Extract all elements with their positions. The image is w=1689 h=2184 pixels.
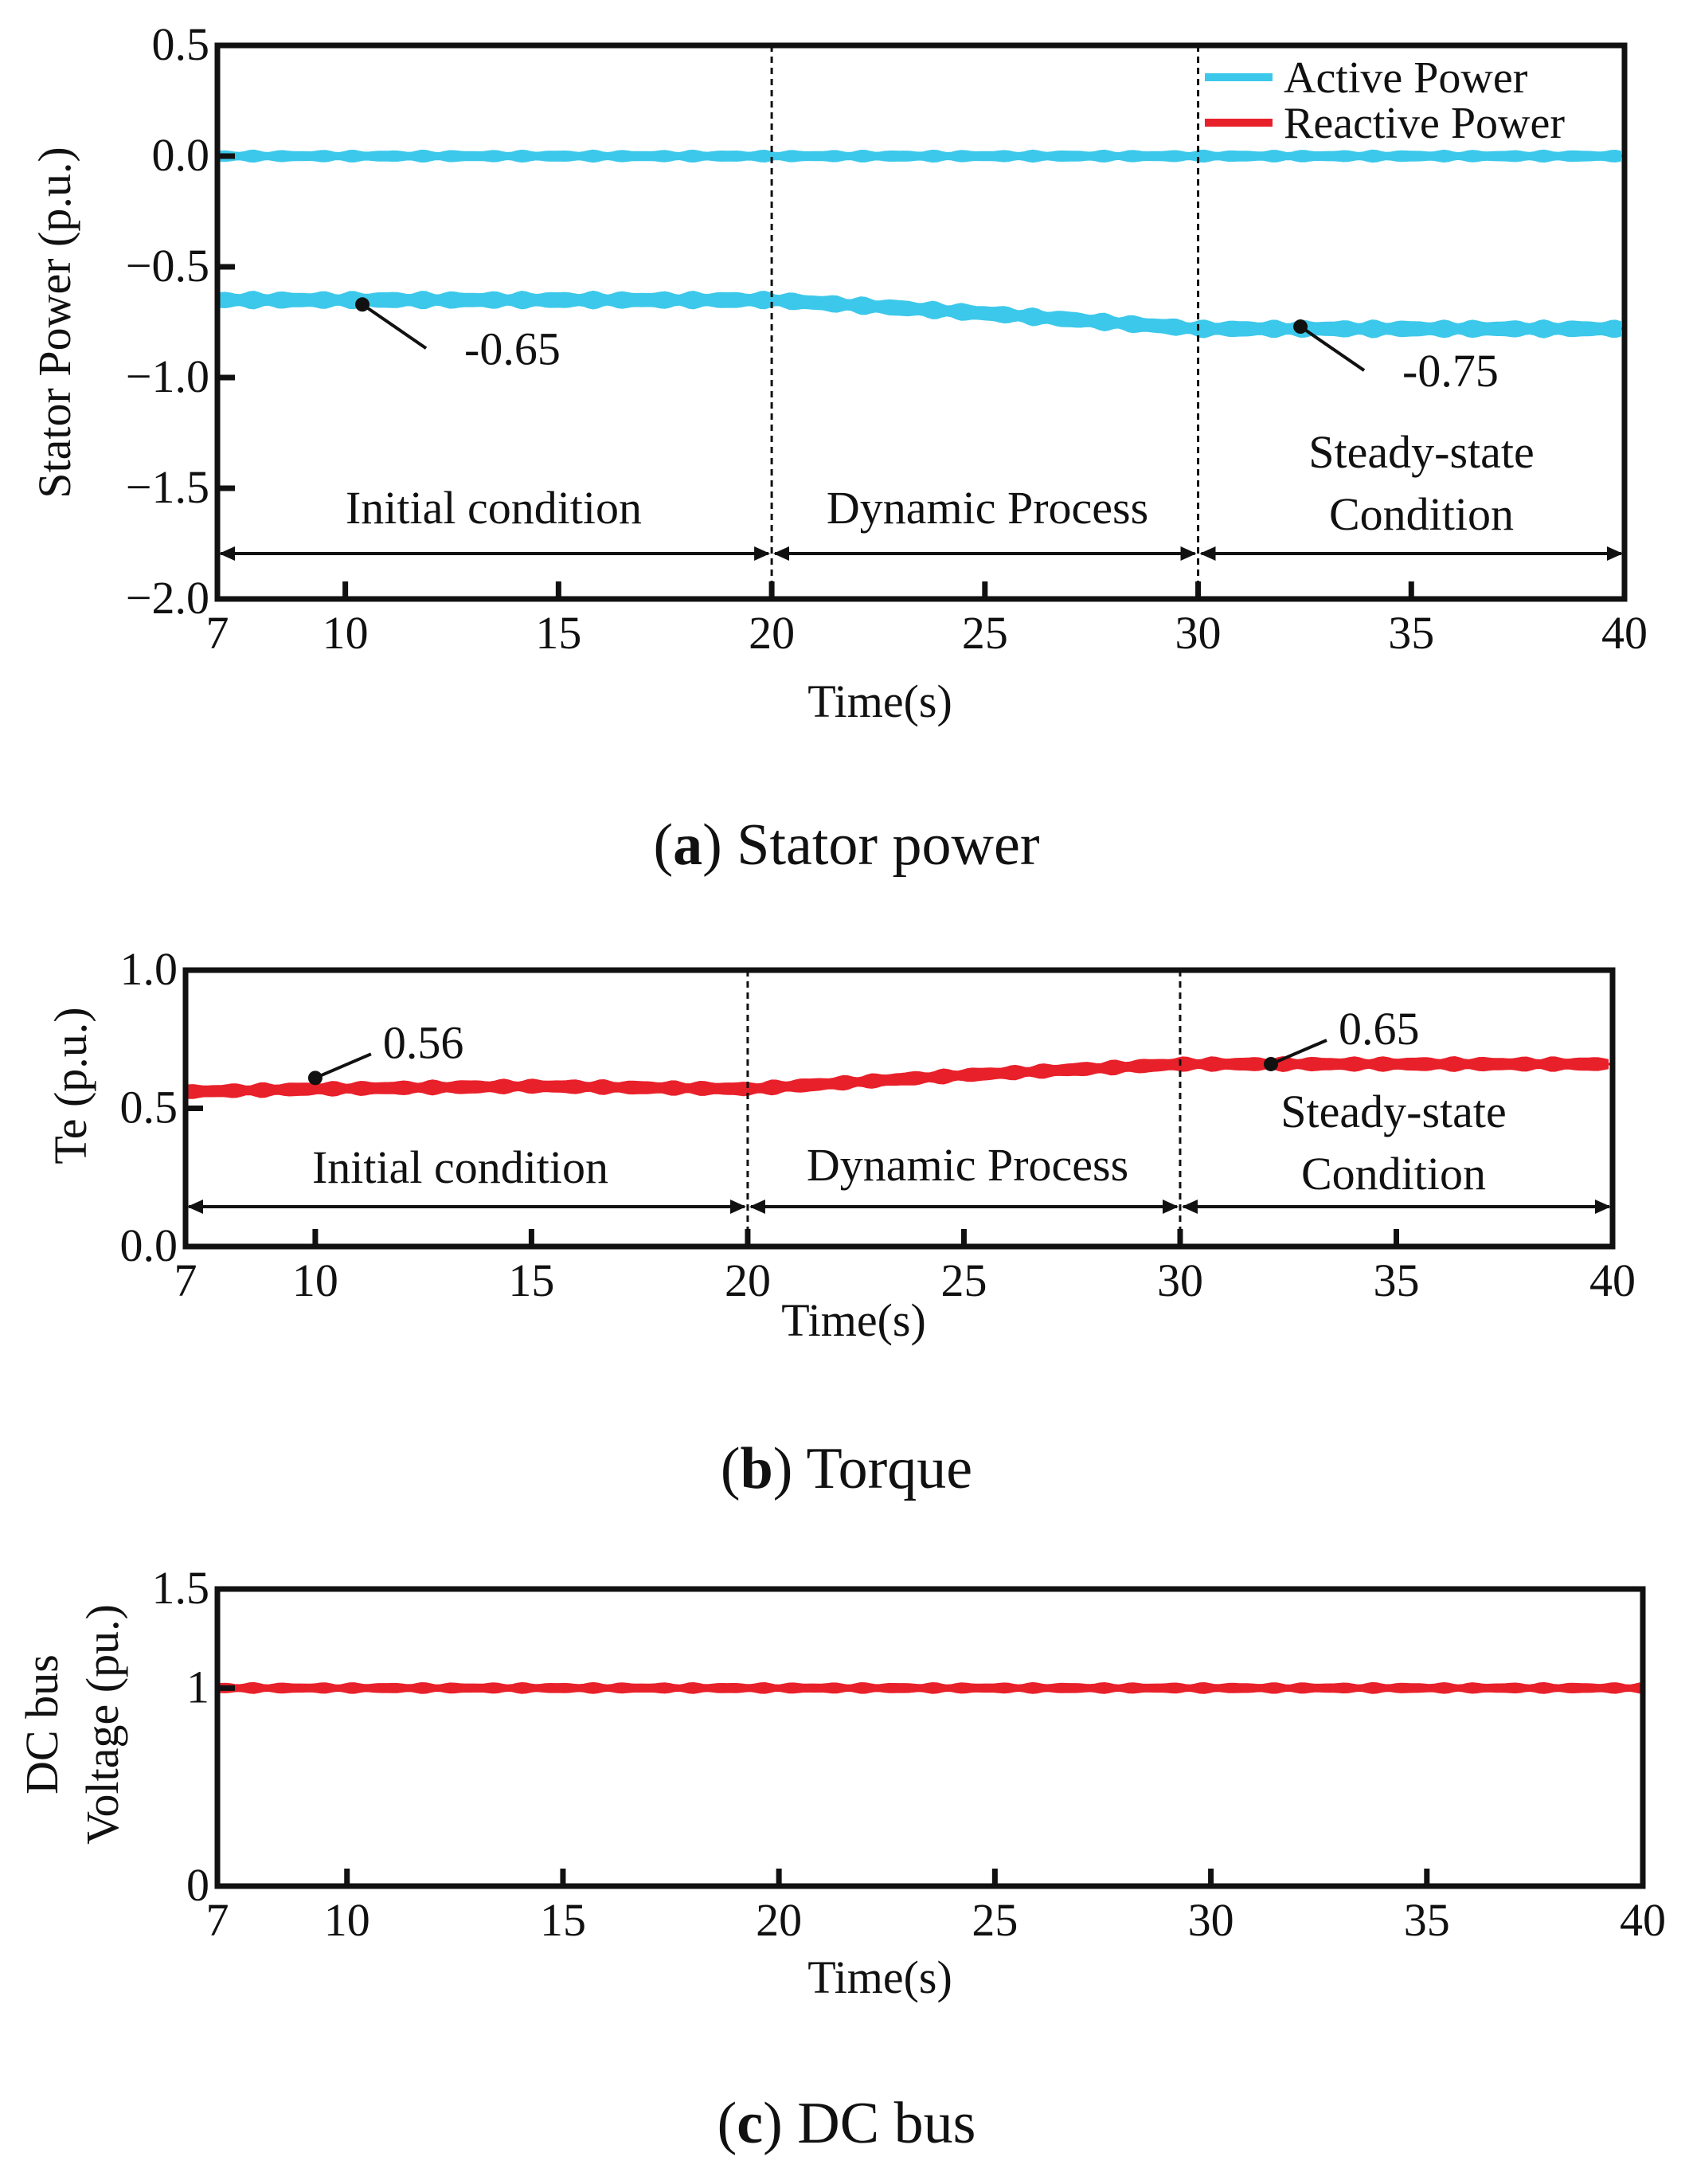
x-tick-label: 15 (508, 1254, 554, 1306)
y-axis-title-c-line1: DC bus (16, 1654, 68, 1795)
y-tick-label: 0.0 (152, 129, 210, 181)
x-tick-label: 10 (292, 1254, 338, 1306)
phase-label-dynamic-b: Dynamic Process (807, 1139, 1128, 1191)
annotation-label: -0.75 (1402, 345, 1499, 397)
x-tick-label: 10 (324, 1894, 370, 1946)
y-tick-label: −1.5 (126, 461, 209, 513)
ticks-a: 7 10 15 20 25 30 35 40 0.5 0.0 −0.5 −1.0 −1.5 −2.0 (126, 18, 1648, 659)
y-axis-title-b: Te (p.u.) (45, 1007, 96, 1164)
annotations-a: -0.65 -0.75 (355, 297, 1499, 397)
phase-label-initial-a: Initial condition (346, 482, 642, 534)
annotation-leader (1299, 325, 1366, 372)
caption-c: (c) DC bus (717, 2091, 976, 2156)
y-tick-label: 1 (186, 1661, 209, 1712)
annotation-dot (1264, 1056, 1279, 1071)
series-layer-b (185, 1055, 1613, 1099)
x-tick-label: 20 (749, 607, 795, 659)
series-band-active-power (220, 290, 1621, 339)
panel-stator-power: 7 10 15 20 25 30 35 40 0.5 0.0 −0.5 −1.0 −1.5 −2.0 -0… (29, 18, 1648, 878)
phase-lines-a (770, 45, 1200, 599)
series-line-te (185, 1063, 1613, 1094)
x-tick-label: 35 (1404, 1894, 1450, 1946)
x-tick-label: 25 (940, 1254, 987, 1306)
x-tick-label: 15 (535, 607, 581, 659)
annotation-dot (355, 297, 370, 312)
panel-torque: 7 10 15 20 25 30 35 40 1.0 0.5 0.0 0.56 0.65 Initia… (45, 943, 1636, 1501)
x-tick-label: 25 (962, 607, 1008, 659)
series-layer-a (217, 149, 1624, 339)
x-tick-label: 35 (1388, 607, 1434, 659)
ticks-c: 7 10 15 20 25 30 35 401.510 (152, 1562, 1667, 1946)
x-tick-label: 40 (1620, 1894, 1666, 1946)
legend-label-active-power: Active Power (1284, 53, 1528, 103)
x-tick-label: 10 (323, 607, 369, 659)
y-tick-label: 0 (186, 1859, 209, 1911)
caption-text-b: Torque (807, 1436, 973, 1501)
y-tick-label: 0.5 (120, 1082, 178, 1133)
series-band-te (188, 1055, 1609, 1099)
annotation-dot (1293, 319, 1308, 335)
y-tick-label: 1.0 (120, 943, 178, 995)
y-tick-label: −0.5 (126, 240, 209, 292)
phase-label-condition-a: Condition (1329, 488, 1514, 540)
series-line-active-power (217, 299, 1624, 331)
x-tick-label: 40 (1589, 1254, 1636, 1306)
y-tick-label: −1.0 (126, 350, 209, 402)
x-axis-title-a: Time(s) (807, 675, 952, 727)
plot-frame-a (214, 42, 1628, 602)
x-axis-title-b: Time(s) (781, 1294, 926, 1346)
legend: Active Power Reactive Power (1205, 53, 1565, 148)
annotation-label: 0.65 (1339, 1003, 1420, 1055)
caption-text-c: DC bus (797, 2091, 975, 2156)
y-tick-label: 0.0 (120, 1219, 178, 1271)
series-layer-c (217, 1681, 1643, 1694)
phase-label-steady-b: Steady-state (1280, 1086, 1506, 1137)
caption-letter-b: b (741, 1436, 773, 1501)
y-tick-label: 1.5 (152, 1562, 210, 1614)
caption-b: (b) Torque (721, 1436, 972, 1501)
caption-letter-c: c (737, 2091, 763, 2156)
caption-letter-a: a (673, 812, 702, 878)
phase-label-dynamic-a: Dynamic Process (827, 482, 1148, 534)
x-tick-label: 7 (206, 1894, 229, 1946)
x-tick-label: 7 (206, 607, 229, 659)
annotation-leader (1270, 1039, 1327, 1066)
panel-dc-bus: 7 10 15 20 25 30 35 401.510 Time(s) DC bus Volt… (16, 1562, 1666, 2156)
x-tick-label: 25 (972, 1894, 1018, 1946)
y-tick-label: −2.0 (126, 572, 209, 624)
phase-label-initial-b: Initial condition (312, 1141, 608, 1193)
annotation-leader (315, 1052, 372, 1080)
phase-label-steady-a: Steady-state (1308, 426, 1534, 478)
x-axis-title-c: Time(s) (807, 1951, 952, 2003)
plot-frame-c (214, 1586, 1646, 1889)
x-tick-label: 30 (1188, 1894, 1234, 1946)
caption-a: (a) Stator power (653, 812, 1039, 878)
annotation-label: -0.65 (464, 323, 561, 374)
legend-label-reactive-power: Reactive Power (1284, 99, 1565, 148)
ticks-b: 7 10 15 20 25 30 35 40 1.0 0.5 0.0 (120, 943, 1636, 1306)
x-tick-label: 35 (1373, 1254, 1419, 1306)
annotation-dot (307, 1070, 323, 1086)
annotation-label: 0.56 (383, 1016, 463, 1068)
y-tick-label: 0.5 (152, 18, 210, 70)
x-tick-label: 20 (725, 1254, 771, 1306)
phase-label-condition-b: Condition (1301, 1148, 1486, 1200)
annotations-b: 0.56 0.65 (307, 1003, 1420, 1086)
x-tick-label: 40 (1601, 607, 1648, 659)
annotation-leader (361, 303, 428, 350)
x-tick-label: 7 (174, 1254, 197, 1306)
x-tick-label: 15 (540, 1894, 586, 1946)
caption-text-a: Stator power (737, 812, 1039, 878)
x-tick-label: 30 (1175, 607, 1222, 659)
y-axis-title-a: Stator Power (p.u.) (29, 147, 80, 498)
y-axis-title-c-line2: Voltage (pu.) (76, 1604, 128, 1845)
x-tick-label: 20 (756, 1894, 802, 1946)
x-tick-label: 30 (1157, 1254, 1203, 1306)
phase-lines-b (746, 970, 1182, 1247)
